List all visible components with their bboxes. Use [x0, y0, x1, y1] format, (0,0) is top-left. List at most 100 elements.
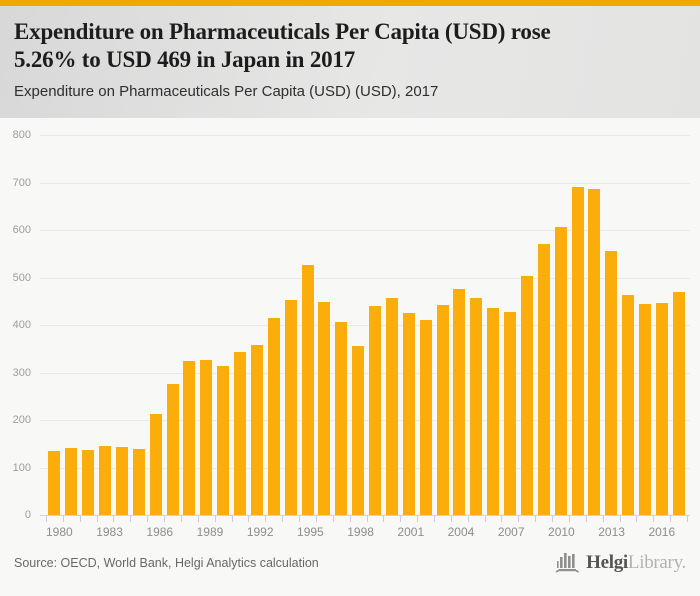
bar-1980 — [48, 451, 61, 515]
x-axis-labels: 1980 1983 1986 1989 1992 1995 1998 2001 2004 2007… — [40, 525, 690, 539]
x-tick — [518, 516, 520, 522]
bar-slot — [46, 135, 63, 515]
x-tick — [687, 516, 688, 522]
gridline-200 — [40, 420, 690, 421]
chart-title-line1: Expenditure on Pharmaceuticals Per Capit… — [14, 19, 551, 44]
bar-slot — [198, 135, 215, 515]
bar-slot — [299, 135, 316, 515]
x-tick — [113, 516, 115, 522]
bar-2008 — [520, 275, 533, 515]
bar-slot — [586, 135, 603, 515]
gridline-100 — [40, 467, 690, 469]
x-tick-label: 2007 — [497, 525, 525, 539]
y-axis-label: 400 — [12, 319, 31, 331]
x-tick-label: 2013 — [598, 525, 625, 539]
bar-slot — [232, 135, 249, 515]
bar-slot — [434, 135, 451, 515]
x-tick — [62, 516, 64, 522]
x-axis — [40, 515, 690, 522]
bar-2013 — [605, 250, 618, 515]
chart-subtitle: Expenditure on Pharmaceuticals Per Capit… — [14, 83, 439, 101]
y-axis-label: 100 — [12, 461, 31, 474]
bar-1999 — [369, 306, 382, 515]
y-axis-label: 300 — [12, 366, 31, 379]
bar-1993 — [267, 318, 280, 515]
bar-1985 — [132, 448, 145, 515]
bar-2016 — [655, 303, 668, 515]
x-tick — [79, 516, 81, 522]
x-tick — [383, 516, 385, 522]
bar-slot — [637, 135, 654, 515]
x-tick — [653, 516, 655, 522]
bar-slot — [400, 135, 417, 515]
bar-2005 — [470, 298, 483, 515]
footer: Source: OECD, World Bank, Helgi Analytic… — [0, 536, 700, 596]
x-tick — [231, 516, 233, 522]
x-tick — [332, 516, 334, 522]
y-axis-label: 800 — [12, 129, 31, 141]
x-tick — [400, 516, 402, 522]
bar-slot — [384, 135, 401, 515]
bar-slot — [114, 135, 131, 515]
logo-wordmark: HelgiLibrary. — [586, 552, 686, 574]
x-tick-label: 2010 — [548, 525, 575, 539]
bar-slot — [468, 135, 485, 515]
bar-1982 — [82, 450, 95, 515]
bar-1987 — [166, 384, 179, 515]
bar-slot — [147, 135, 164, 515]
bar-slot — [670, 135, 687, 515]
bar-slot — [164, 135, 181, 515]
bar-slot — [316, 135, 333, 515]
x-tick — [248, 516, 250, 522]
helgi-library-logo[interactable]: HelgiLibrary. — [553, 550, 686, 576]
x-tick — [164, 516, 166, 522]
plot-area: 0 100 200 300 400 500 600 700 800 — [13, 129, 690, 521]
bar-slot — [519, 135, 536, 515]
gridline-600 — [40, 230, 690, 231]
bar-slot — [265, 135, 282, 515]
accent-top-stripe — [0, 0, 700, 6]
y-axis-label: 0 — [24, 509, 31, 521]
bar-slot — [603, 135, 620, 515]
bar-slot — [97, 135, 114, 515]
bar-2014 — [622, 295, 635, 515]
x-tick — [197, 516, 199, 522]
x-tick — [315, 516, 317, 522]
x-tick — [450, 516, 452, 522]
x-tick — [670, 516, 672, 522]
bar-2009 — [537, 243, 550, 515]
x-tick — [96, 516, 98, 522]
x-tick — [602, 516, 604, 522]
x-tick — [433, 516, 435, 522]
x-tick — [636, 516, 638, 522]
bar-1983 — [99, 445, 112, 515]
x-tick-label: 1983 — [96, 525, 123, 539]
bar-1988 — [183, 361, 196, 515]
bars-layer — [46, 135, 687, 515]
bar-1994 — [284, 300, 297, 515]
bar-slot — [333, 135, 350, 515]
bar-slot — [367, 135, 384, 515]
x-tick-label: 1998 — [347, 525, 374, 539]
bar-slot — [451, 135, 468, 515]
source-note: Source: OECD, World Bank, Helgi Analytic… — [14, 556, 319, 570]
x-tick — [130, 516, 132, 522]
x-tick — [467, 516, 469, 522]
bar-slot — [80, 135, 97, 515]
logo-text-helgi: Helgi — [586, 552, 628, 573]
bar-2011 — [571, 187, 584, 515]
bar-2004 — [453, 289, 466, 515]
bar-2010 — [554, 226, 567, 515]
x-tick — [568, 516, 570, 522]
bar-slot — [502, 135, 519, 515]
bar-slot — [535, 135, 552, 515]
y-axis-label: 600 — [12, 224, 31, 236]
x-tick-label: 2004 — [447, 525, 475, 539]
x-tick — [619, 516, 621, 522]
bar-slot — [569, 135, 586, 515]
y-axis-label: 700 — [12, 176, 31, 189]
bar-1998 — [352, 346, 365, 515]
bar-slot — [282, 135, 299, 515]
gridline-800 — [40, 135, 690, 136]
x-tick — [180, 516, 182, 522]
